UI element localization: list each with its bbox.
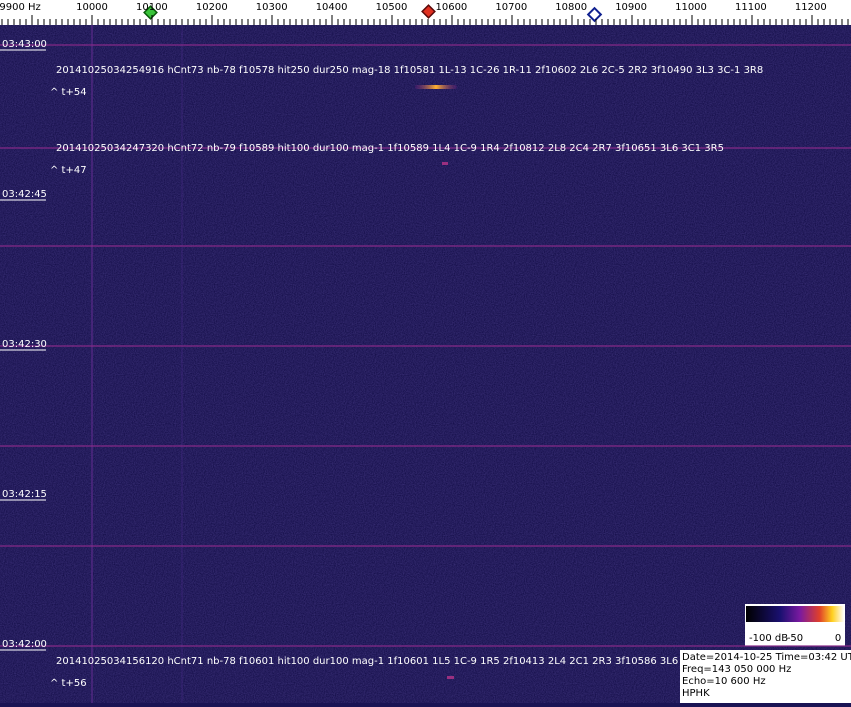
detection-text: 20141025034156120 hCnt71 nb-78 f10601 hi… bbox=[56, 656, 711, 667]
freq-label: 11100 bbox=[735, 2, 767, 13]
freq-label: 10800 bbox=[555, 2, 587, 13]
freq-label: 9900 Hz bbox=[0, 2, 41, 13]
freq-label: 10200 bbox=[196, 2, 228, 13]
colorbar bbox=[745, 604, 845, 646]
meteor-echo bbox=[442, 162, 448, 165]
freq-label: 10100 bbox=[136, 2, 168, 13]
info-line: Date=2014-10-25 Time=03:42 UTC bbox=[682, 652, 851, 663]
markers bbox=[143, 4, 603, 23]
time-label: 03:43:00 bbox=[2, 39, 47, 50]
time-label: 03:42:30 bbox=[2, 339, 47, 350]
colorbar-label: -100 dB bbox=[749, 633, 788, 644]
freq-label: 10700 bbox=[495, 2, 527, 13]
freq-label: 10400 bbox=[316, 2, 348, 13]
info-line: HPHK bbox=[682, 688, 710, 699]
info-line: Freq=143 050 000 Hz bbox=[682, 664, 791, 675]
freq-label: 11000 bbox=[675, 2, 707, 13]
freq-label: 11200 bbox=[795, 2, 827, 13]
freq-label: 10000 bbox=[76, 2, 108, 13]
freq-label: 10300 bbox=[256, 2, 288, 13]
meteor-echo bbox=[447, 676, 454, 679]
time-label: 03:42:00 bbox=[2, 639, 47, 650]
detection-text: 20141025034254916 hCnt73 nb-78 f10578 hi… bbox=[56, 65, 763, 76]
detection-text: 20141025034247320 hCnt72 nb-79 f10589 hi… bbox=[56, 143, 724, 154]
time-label: 03:42:45 bbox=[2, 189, 47, 200]
colorbar-label: 0 bbox=[835, 633, 841, 644]
meteor-echo bbox=[415, 85, 457, 89]
freq-label: 10900 bbox=[615, 2, 647, 13]
noise bbox=[0, 25, 851, 703]
detection-offset: ^ t+54 bbox=[50, 87, 87, 98]
colorbar-label: -50 bbox=[787, 633, 803, 644]
detection-offset: ^ t+56 bbox=[50, 678, 87, 689]
detection-offset: ^ t+47 bbox=[50, 165, 87, 176]
freq-label: 10600 bbox=[435, 2, 467, 13]
info-line: Echo=10 600 Hz bbox=[682, 676, 766, 687]
info-box bbox=[680, 650, 851, 703]
freq-label: 10500 bbox=[376, 2, 408, 13]
time-label: 03:42:15 bbox=[2, 489, 47, 500]
